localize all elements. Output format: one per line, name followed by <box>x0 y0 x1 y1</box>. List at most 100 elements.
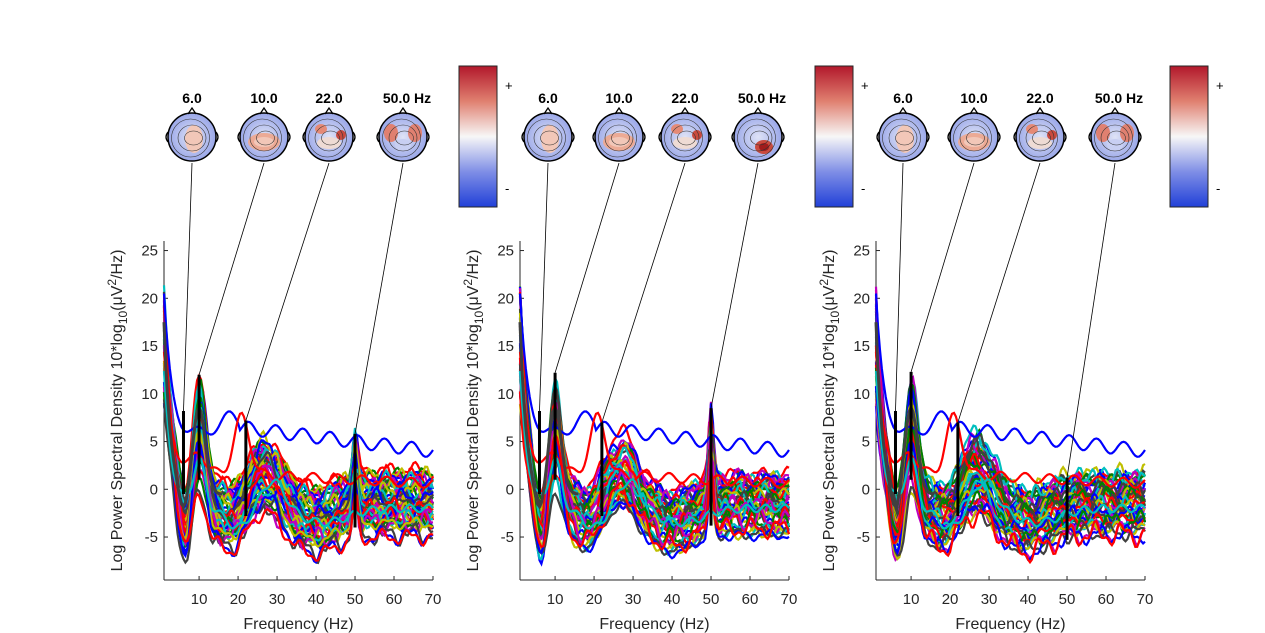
x-tick-label: 70 <box>1137 591 1154 608</box>
topo-blob <box>673 137 697 149</box>
contour-line <box>527 118 566 158</box>
spectrum-line <box>874 293 1146 458</box>
topo-connector-line <box>601 162 686 423</box>
y-tick-label: 0 <box>862 481 870 498</box>
head-nose <box>753 106 763 115</box>
contour-line <box>1032 130 1051 146</box>
y-tick-label: 10 <box>141 386 158 403</box>
topo-map: 22.0 <box>302 90 356 162</box>
head-ear-left <box>302 131 306 143</box>
head-ear-right <box>781 131 785 143</box>
topo-blob <box>1026 124 1038 134</box>
topo-frequency-label: 10.0 <box>250 90 277 106</box>
topo-blob <box>384 124 398 142</box>
y-tick-label: -5 <box>501 529 514 546</box>
head-nose <box>969 106 979 115</box>
topo-frequency-label: 6.0 <box>893 90 913 106</box>
head-ear-right <box>926 131 930 143</box>
x-axis-label: Frequency (Hz) <box>955 616 1065 633</box>
topo-blob <box>1096 124 1110 142</box>
topo-connector-line <box>354 162 404 434</box>
y-tick-label: 0 <box>506 481 514 498</box>
colorbar-plus-label: + <box>1216 78 1224 93</box>
contour-line <box>395 130 414 146</box>
y-tick-label: 25 <box>497 243 514 260</box>
head-ear-left <box>658 131 662 143</box>
head-ear-right <box>997 131 1001 143</box>
x-tick-label: 10 <box>547 591 564 608</box>
topo-map: 22.0 <box>1013 90 1067 162</box>
spectrum-line <box>874 322 935 510</box>
colorbar <box>1169 65 1209 208</box>
contour-line <box>184 130 203 146</box>
topo-map: 10.0 <box>237 90 291 162</box>
head-ear-right <box>642 131 646 143</box>
topo-frequency-label: 6.0 <box>538 90 558 106</box>
y-tick-label: 5 <box>150 434 158 451</box>
head-nose <box>898 106 908 115</box>
topo-frequency-label: 22.0 <box>315 90 342 106</box>
x-tick-label: 20 <box>586 591 603 608</box>
topo-blob <box>336 130 346 140</box>
topo-blob <box>1120 124 1134 142</box>
head-ear-left <box>237 131 241 143</box>
topo-blob <box>692 130 702 140</box>
y-axis-label: Log Power Spectral Density 10*log10(μV2/… <box>461 250 486 572</box>
colorbar-minus-label: - <box>505 181 509 196</box>
topo-map: 6.0 <box>521 90 575 162</box>
topo-connector-line <box>539 162 549 411</box>
contour-line <box>1019 118 1058 158</box>
topo-frequency-label: 22.0 <box>1026 90 1053 106</box>
y-tick-label: 25 <box>853 243 870 260</box>
x-tick-label: 20 <box>942 591 959 608</box>
topo-blob <box>315 124 327 134</box>
contour-line <box>677 130 696 146</box>
topo-connector-line <box>710 162 759 409</box>
head-nose <box>543 106 553 115</box>
y-tick-label: 25 <box>141 243 158 260</box>
contour-line <box>1094 118 1133 158</box>
topo-frequency-label: 50.0 Hz <box>1095 90 1143 106</box>
topo-map: 50.0 Hz <box>1088 90 1143 162</box>
y-tick-label: 15 <box>497 338 514 355</box>
topo-connector-line <box>910 162 975 372</box>
x-tick-label: 60 <box>742 591 759 608</box>
contour-line <box>882 118 921 158</box>
contour-line <box>743 124 773 152</box>
y-tick-label: 15 <box>141 338 158 355</box>
colorbar-minus-label: - <box>861 181 865 196</box>
spectrum-line <box>518 322 579 510</box>
head-ear-left <box>947 131 951 143</box>
topo-frequency-label: 50.0 Hz <box>738 90 786 106</box>
contour-line <box>611 130 630 146</box>
x-tick-label: 60 <box>386 591 403 608</box>
x-tick-label: 30 <box>981 591 998 608</box>
spectrum-line <box>518 293 790 458</box>
head-ear-right <box>215 131 219 143</box>
contour-line <box>598 118 637 158</box>
topo-map: 10.0 <box>947 90 1001 162</box>
head-ear-right <box>708 131 712 143</box>
topo-blob <box>609 137 629 147</box>
x-tick-label: 50 <box>1059 591 1076 608</box>
topo-connector-line <box>957 162 1041 423</box>
x-tick-label: 20 <box>230 591 247 608</box>
x-tick-label: 10 <box>191 591 208 608</box>
spectrum-line <box>518 370 790 530</box>
y-tick-label: 20 <box>497 290 514 307</box>
contour-line <box>664 118 703 158</box>
spectrum-panel-3: 10 20 30 40 50 60 70 -5 0 5 10 15 20 25 Frequency (Hz)… <box>817 65 1224 633</box>
topo-connector-line <box>183 162 193 411</box>
contour-line <box>256 130 275 146</box>
head-nose <box>324 106 334 115</box>
contour-line <box>670 124 700 152</box>
colorbar-minus-label: - <box>1216 181 1220 196</box>
topo-map: 50.0 Hz <box>376 90 431 162</box>
contour-line <box>321 130 340 146</box>
head-nose <box>1110 106 1120 115</box>
contour-line <box>540 130 559 146</box>
topo-frequency-label: 10.0 <box>605 90 632 106</box>
head-ear-left <box>1013 131 1017 143</box>
colorbar-plus-label: + <box>861 78 869 93</box>
